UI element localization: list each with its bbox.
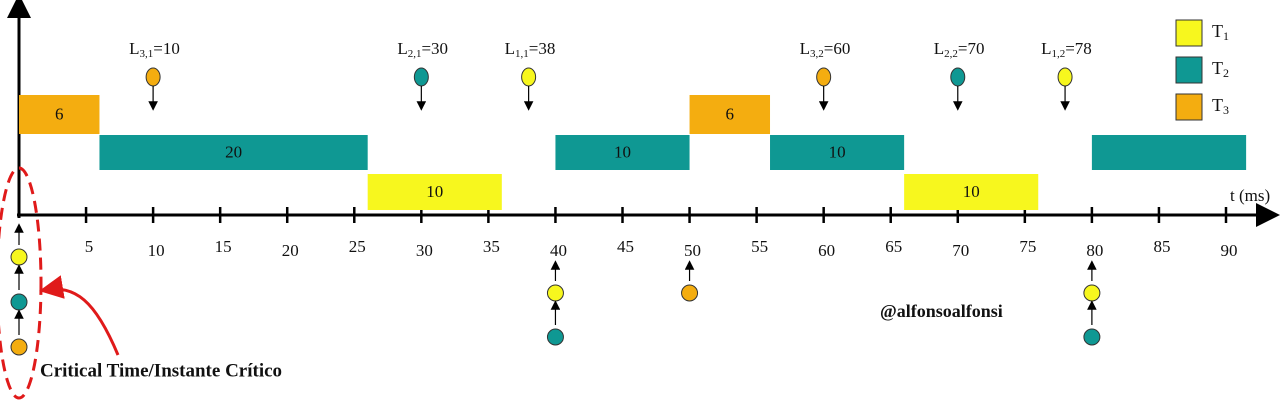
task-segment (770, 135, 905, 170)
tick-label: 90 (1221, 241, 1238, 260)
task-segment (555, 135, 690, 170)
deadline-marker (950, 67, 966, 87)
deadline-value: =38 (529, 39, 556, 58)
deadline-label: L1,2=78 (1041, 39, 1092, 60)
deadline-value: =60 (824, 39, 851, 58)
arrival-marker (10, 248, 28, 266)
deadline-sub: 1,1 (515, 48, 529, 60)
arrival-marker (681, 284, 699, 302)
tick-label: 85 (1153, 237, 1170, 256)
annotation-arrow (39, 275, 120, 356)
deadline-name: L (505, 39, 515, 58)
deadline-sub: 2,1 (408, 48, 422, 60)
task-segment (99, 135, 368, 170)
task-segment (1091, 135, 1247, 170)
segment-label: 20 (225, 142, 242, 161)
deadline-label: L3,2=60 (800, 39, 851, 60)
deadline-value: =70 (958, 39, 985, 58)
legend-sub: 2 (1223, 66, 1229, 80)
arrival-marker (546, 284, 564, 302)
legend-sub: 1 (1223, 29, 1229, 43)
tick-label: 65 (885, 237, 902, 256)
deadline-name: L (129, 39, 139, 58)
legend-swatch (1175, 19, 1203, 47)
deadline-marker (816, 67, 832, 87)
legend-name: T (1212, 95, 1223, 115)
tick-label: 15 (215, 237, 232, 256)
legend-name: T (1212, 21, 1223, 41)
arrival-marker (546, 328, 564, 346)
deadline-sub: 3,1 (140, 48, 154, 60)
tick-label: 75 (1019, 237, 1036, 256)
deadline-label: L2,1=30 (397, 39, 448, 60)
tick-label: 70 (952, 241, 969, 260)
tick-label: 45 (617, 237, 634, 256)
tick-label: 5 (85, 237, 94, 256)
tick-label: 50 (684, 241, 701, 260)
axis-label: t (ms) (1230, 186, 1270, 205)
segment-label: 6 (55, 104, 64, 123)
segment-label: 6 (726, 104, 735, 123)
legend-sub: 3 (1223, 103, 1229, 117)
tick-label: 25 (349, 237, 366, 256)
deadline-label: L3,1=10 (129, 39, 180, 60)
tick-label: 40 (550, 241, 567, 260)
tick-label: 55 (751, 237, 768, 256)
legend-swatch (1175, 93, 1203, 121)
tick-label: 10 (148, 241, 165, 260)
segment-label: 10 (829, 142, 846, 161)
legend-name: T (1212, 58, 1223, 78)
segment-label: 10 (963, 182, 980, 201)
deadline-sub: 2,2 (944, 48, 958, 60)
legend-swatch (1175, 56, 1203, 84)
deadline-name: L (934, 39, 944, 58)
annotation: Critical Time/Instante Crítico (40, 360, 282, 381)
arrival-marker (1083, 284, 1101, 302)
deadline-label: L1,1=38 (505, 39, 556, 60)
deadline-name: L (800, 39, 810, 58)
tick-label: 20 (282, 241, 299, 260)
deadline-sub: 1,2 (1051, 48, 1065, 60)
arrival-marker (10, 293, 28, 311)
tick-label: 35 (483, 237, 500, 256)
tick-label: 80 (1086, 241, 1103, 260)
deadline-name: L (1041, 39, 1051, 58)
deadline-marker (521, 67, 537, 87)
legend-label: T1 (1212, 21, 1229, 43)
task-segment (689, 95, 771, 134)
legend-label: T2 (1212, 58, 1229, 80)
deadline-label: L2,2=70 (934, 39, 985, 60)
arrival-marker (10, 338, 28, 356)
segment-label: 10 (614, 142, 631, 161)
deadline-value: =10 (153, 39, 180, 58)
deadline-marker (145, 67, 161, 87)
segment-label: 10 (426, 182, 443, 201)
task-segment (904, 174, 1039, 210)
deadline-value: =78 (1065, 39, 1092, 58)
tick-label: 60 (818, 241, 835, 260)
deadline-value: =30 (421, 39, 448, 58)
arrival-marker (1083, 328, 1101, 346)
tick-label: 30 (416, 241, 433, 260)
credit: @alfonsoalfonsi (880, 301, 1003, 321)
deadline-marker (1057, 67, 1073, 87)
legend-label: T3 (1212, 95, 1229, 117)
task-segment (19, 95, 100, 134)
task-segment (367, 174, 502, 210)
deadline-name: L (397, 39, 407, 58)
deadline-marker (413, 67, 429, 87)
deadline-sub: 3,2 (810, 48, 824, 60)
